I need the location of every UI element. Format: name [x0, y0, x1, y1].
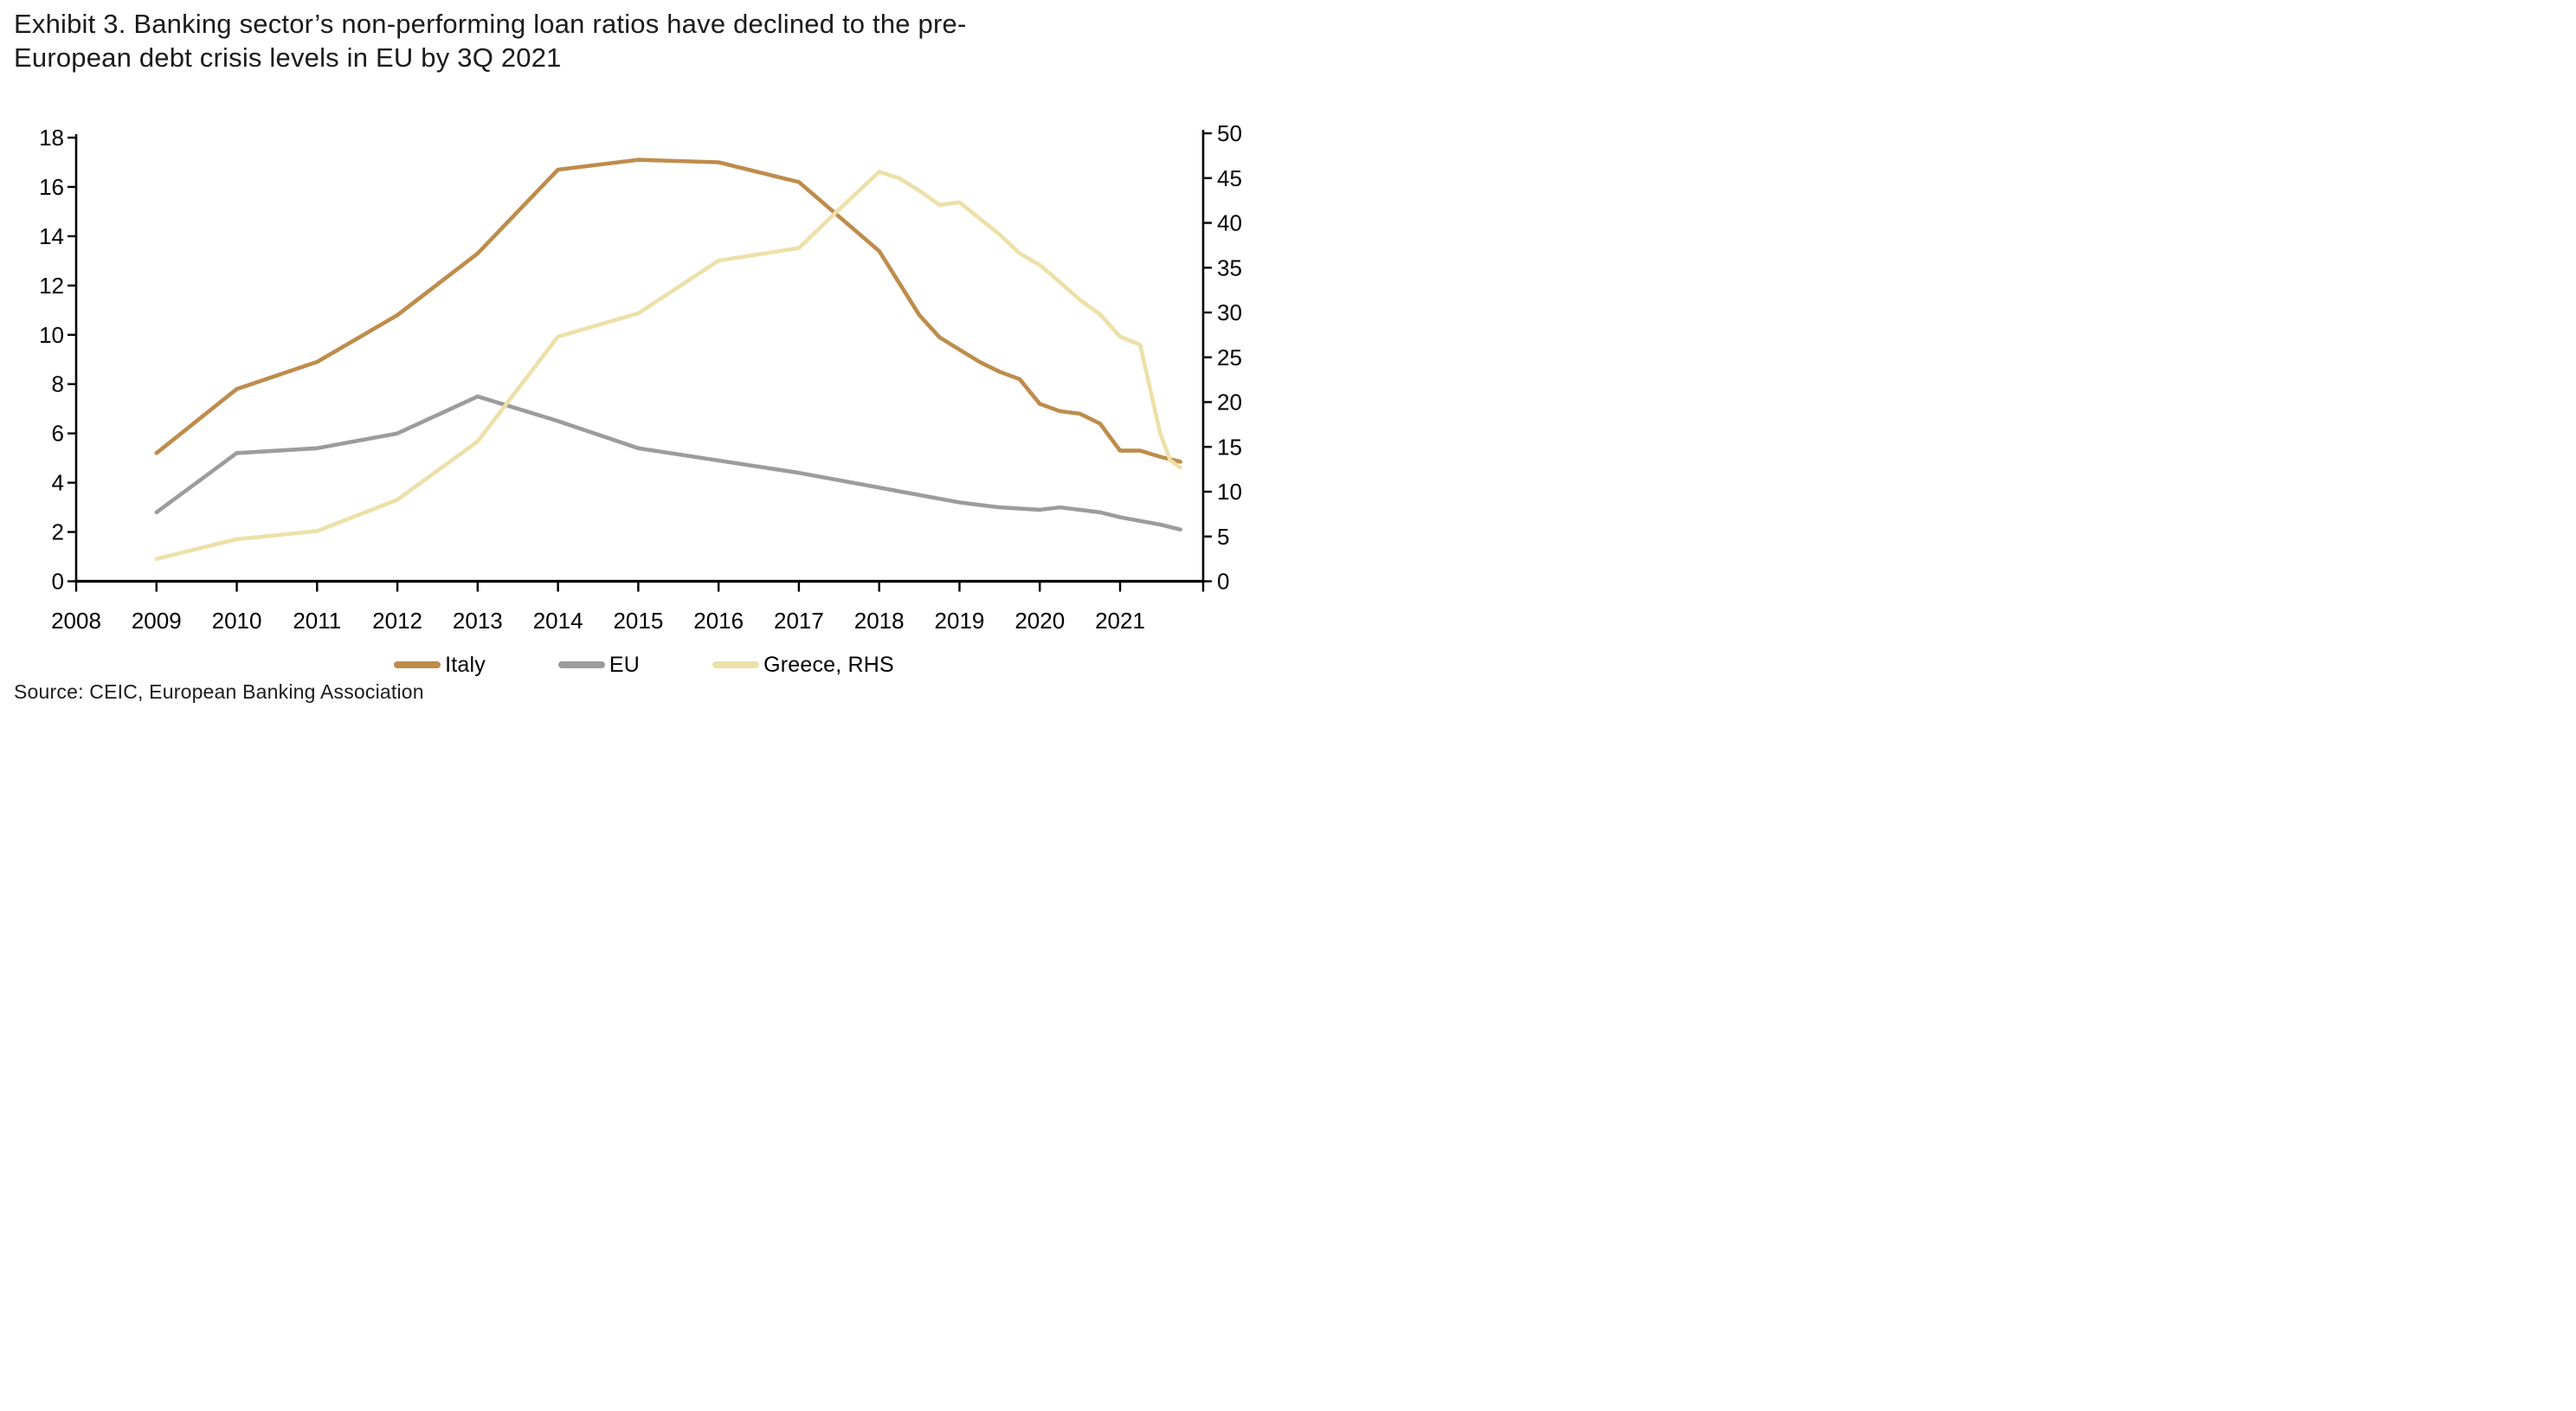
x-axis-label: 2015 — [613, 608, 663, 634]
left-axis-label: 6 — [52, 421, 64, 447]
left-axis-label: 14 — [39, 223, 64, 249]
legend: Italy EU Greece, RHS — [0, 652, 1288, 678]
right-axis-label: 25 — [1217, 345, 1242, 370]
left-axis-label: 16 — [39, 174, 64, 200]
legend-item-greece-rhs: Greece, RHS — [712, 653, 894, 678]
right-axis-label: 10 — [1217, 479, 1242, 505]
right-axis-label: 5 — [1217, 524, 1229, 550]
right-axis-label: 30 — [1217, 300, 1242, 325]
right-axis-label: 40 — [1217, 210, 1242, 236]
legend-swatch-icon — [712, 661, 760, 668]
legend-label: Italy — [445, 652, 486, 677]
left-axis-label: 18 — [39, 125, 64, 151]
x-axis-label: 2014 — [533, 608, 583, 634]
x-axis-label: 2021 — [1095, 608, 1145, 634]
chart-plot: 0 2 4 6 8 10 12 14 16 18 0 5 10 15 20 25 30 35 40 45 50 2008 2… — [39, 120, 1242, 634]
left-axis-label: 2 — [52, 519, 64, 545]
x-axis-label: 2009 — [132, 608, 182, 634]
left-axis-label: 10 — [39, 322, 64, 348]
chart-area: 0 2 4 6 8 10 12 14 16 18 0 5 10 15 20 25 30 35 40 45 50 2008 2… — [0, 0, 1288, 706]
left-axis-label: 8 — [52, 371, 64, 397]
legend-item-eu: EU — [557, 652, 641, 678]
chart-title: Exhibit 3. Banking sector’s non-performi… — [14, 7, 1226, 74]
x-axis-label: 2017 — [774, 608, 824, 634]
legend-label: EU — [609, 652, 641, 677]
left-axis-label: 4 — [52, 470, 64, 496]
legend-swatch-icon — [394, 661, 441, 668]
x-axis-label: 2018 — [854, 608, 905, 634]
left-axis-label: 12 — [39, 273, 64, 299]
x-axis-label: 2008 — [51, 608, 101, 634]
chart-title-line2: European debt crisis levels in EU by 3Q … — [14, 42, 562, 73]
legend-swatch-icon — [557, 661, 605, 668]
x-axis-label: 2011 — [293, 608, 341, 634]
source-note: Source: CEIC, European Banking Associati… — [14, 680, 424, 703]
line-greece-rhs — [154, 170, 1182, 561]
x-axis-label: 2013 — [453, 608, 503, 634]
exhibit-page: Exhibit 3. Banking sector’s non-performi… — [0, 0, 1288, 706]
x-axis-label: 2010 — [212, 608, 262, 634]
x-axis-label: 2020 — [1014, 608, 1065, 634]
right-axis-label: 35 — [1217, 254, 1242, 280]
right-axis-label: 0 — [1217, 569, 1229, 595]
legend-item-italy: Italy — [394, 653, 486, 678]
x-axis-label: 2019 — [935, 608, 985, 634]
legend-label: Greece, RHS — [763, 652, 894, 677]
x-axis-label: 2016 — [693, 608, 744, 634]
right-axis-label: 50 — [1217, 120, 1242, 146]
x-axis-label: 2012 — [372, 608, 422, 634]
line-eu — [154, 394, 1182, 532]
line-italy — [154, 158, 1182, 464]
chart-title-line1: Exhibit 3. Banking sector’s non-performi… — [14, 9, 967, 39]
right-axis-label: 15 — [1217, 434, 1242, 460]
right-axis-label: 45 — [1217, 165, 1242, 191]
left-axis-label: 0 — [52, 569, 64, 595]
right-axis-label: 20 — [1217, 390, 1242, 416]
